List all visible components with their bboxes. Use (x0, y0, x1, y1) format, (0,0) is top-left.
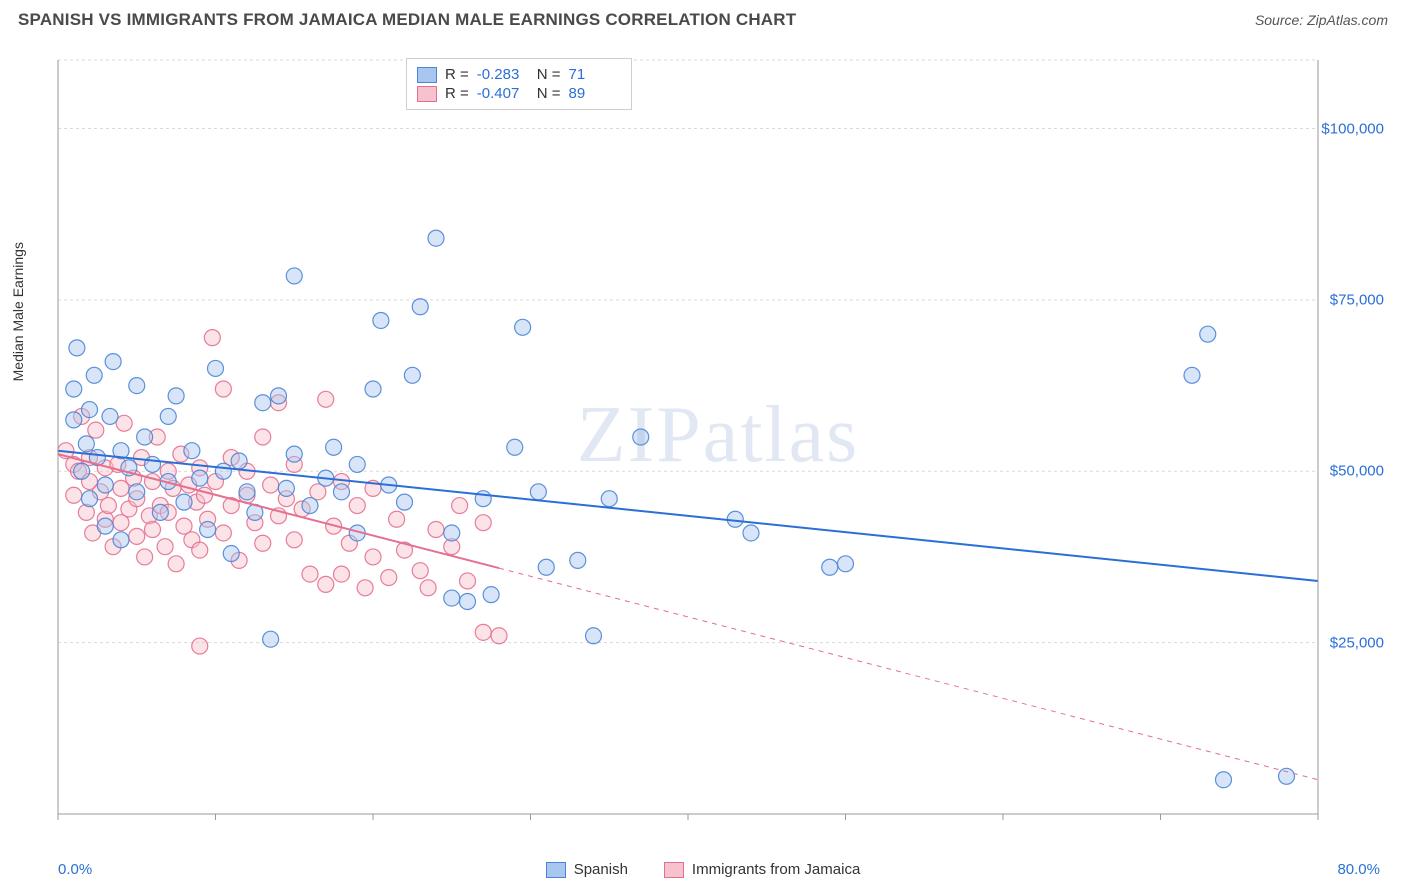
y-axis-label: Median Male Earnings (10, 242, 26, 381)
stat-r-label: R = (445, 66, 469, 83)
stat-n-value: 71 (569, 66, 621, 83)
stat-n-value: 89 (569, 85, 621, 102)
stat-r-value: -0.407 (477, 85, 529, 102)
stat-r-value: -0.283 (477, 66, 529, 83)
y-tick-label: $75,000 (1330, 291, 1384, 308)
stats-row: R = -0.283 N = 71 (417, 65, 621, 84)
legend-item-jamaica: Immigrants from Jamaica (664, 861, 860, 878)
stats-row: R = -0.407 N = 89 (417, 84, 621, 103)
legend-swatch (664, 862, 684, 878)
source-label: Source: ZipAtlas.com (1255, 12, 1388, 28)
header: SPANISH VS IMMIGRANTS FROM JAMAICA MEDIA… (0, 0, 1406, 36)
y-tick-label: $50,000 (1330, 463, 1384, 480)
legend-label: Immigrants from Jamaica (692, 861, 860, 878)
scatter-plot (48, 54, 1388, 832)
y-tick-label: $100,000 (1321, 120, 1384, 137)
legend: Spanish Immigrants from Jamaica (0, 861, 1406, 878)
legend-item-spanish: Spanish (546, 861, 628, 878)
stats-swatch (417, 86, 437, 102)
stat-n-label: N = (537, 66, 561, 83)
chart-title: SPANISH VS IMMIGRANTS FROM JAMAICA MEDIA… (18, 10, 796, 30)
stats-box: R = -0.283 N = 71 R = -0.407 N = 89 (406, 58, 632, 110)
chart-area: Median Male Earnings ZIPatlas R =-0.283N… (48, 54, 1388, 832)
stats-swatch (417, 67, 437, 83)
legend-label: Spanish (574, 861, 628, 878)
y-tick-label: $25,000 (1330, 634, 1384, 651)
legend-swatch (546, 862, 566, 878)
stat-n-label: N = (537, 85, 561, 102)
stat-r-label: R = (445, 85, 469, 102)
